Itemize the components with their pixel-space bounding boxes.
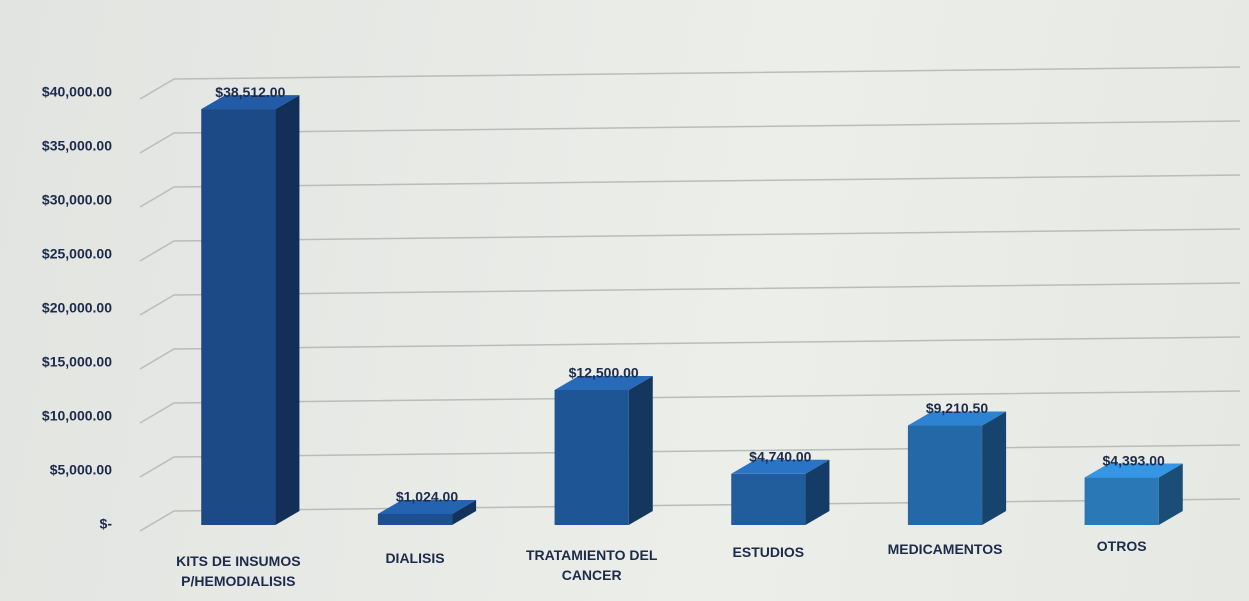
bar-side bbox=[982, 411, 1007, 525]
y-tick-label: $5,000.00 bbox=[50, 462, 112, 478]
x-tick-label: TRATAMIENTO DEL CANCER bbox=[525, 547, 658, 583]
grid-line bbox=[139, 444, 1241, 478]
x-tick-label: KITS DE INSUMOS P/HEMODIALISIS bbox=[176, 553, 301, 589]
x-tick-label: DIALISIS bbox=[385, 550, 445, 566]
bar-side bbox=[805, 459, 830, 525]
y-tick-label: $40,000.00 bbox=[42, 84, 112, 100]
y-tick-label: $15,000.00 bbox=[42, 354, 112, 370]
bar bbox=[201, 109, 276, 525]
y-tick-label: $- bbox=[100, 516, 113, 532]
bar-top bbox=[554, 376, 653, 390]
bar bbox=[731, 473, 806, 525]
y-tick-label: $20,000.00 bbox=[42, 300, 112, 316]
grid-line bbox=[139, 66, 1241, 100]
y-tick-label: $35,000.00 bbox=[42, 138, 112, 154]
grid-line bbox=[139, 390, 1241, 424]
bar-top bbox=[201, 95, 300, 110]
grid-line bbox=[139, 498, 1241, 532]
value-label: $38,512.00 bbox=[215, 84, 285, 100]
grid-line bbox=[139, 174, 1241, 208]
grid-line bbox=[139, 336, 1241, 370]
grid-line bbox=[139, 228, 1241, 262]
y-tick-label: $30,000.00 bbox=[42, 192, 112, 208]
bar-side bbox=[275, 95, 300, 525]
bar-top bbox=[1084, 463, 1183, 478]
x-tick-label: OTROS bbox=[1096, 538, 1147, 554]
value-label: $9,210.50 bbox=[926, 400, 988, 416]
bar-side bbox=[628, 376, 653, 525]
value-label: $4,740.00 bbox=[749, 449, 811, 465]
grid-line bbox=[139, 282, 1241, 316]
grid-line bbox=[139, 120, 1241, 154]
value-label: $1,024.00 bbox=[396, 489, 458, 505]
x-tick-label: ESTUDIOS bbox=[732, 544, 805, 560]
x-tick-label: MEDICAMENTOS bbox=[887, 541, 1003, 557]
value-label: $4,393.00 bbox=[1103, 452, 1165, 468]
bar-top bbox=[377, 499, 477, 514]
bar-top bbox=[731, 459, 830, 474]
bar bbox=[1084, 477, 1159, 525]
bar bbox=[377, 513, 453, 525]
bar bbox=[554, 390, 629, 525]
y-tick-label: $25,000.00 bbox=[42, 246, 112, 262]
bar bbox=[907, 425, 983, 525]
bar-side bbox=[1158, 463, 1183, 525]
y-tick-label: $10,000.00 bbox=[42, 408, 112, 424]
bar-top bbox=[907, 411, 1007, 426]
value-label: $12,500.00 bbox=[569, 365, 639, 381]
bar-side bbox=[452, 499, 477, 525]
